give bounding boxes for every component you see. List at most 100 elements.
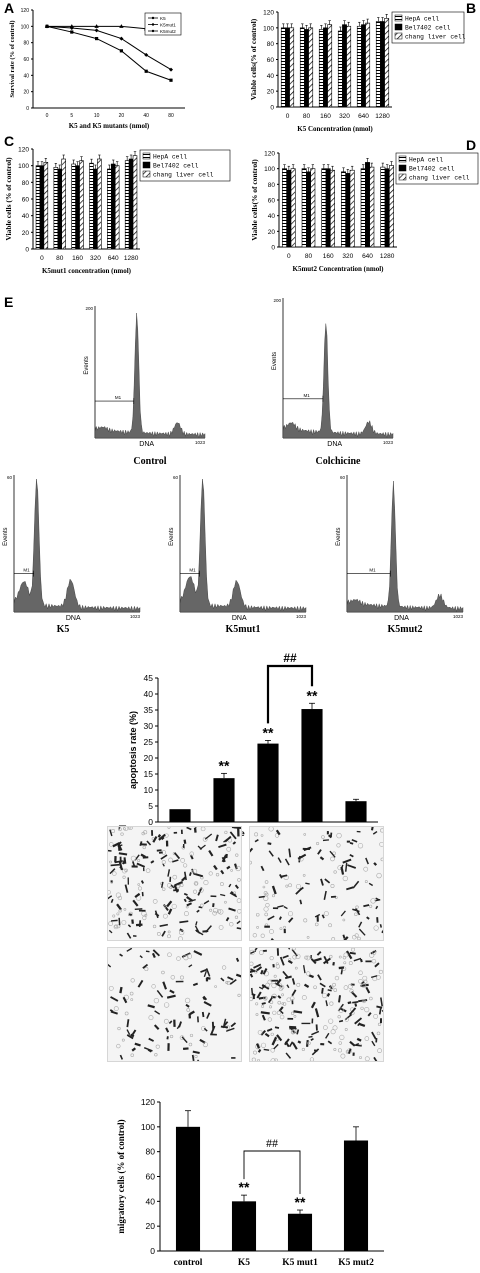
membrane-pore xyxy=(124,868,128,873)
migratory-cell xyxy=(274,982,283,988)
chart-a-point xyxy=(69,24,74,28)
chart-apoptosis-bar xyxy=(213,778,235,822)
migratory-cell xyxy=(105,895,113,901)
chart-b-viability-ylabel: Viable cells(% of control) xyxy=(249,18,258,100)
chart-b-viability-bar xyxy=(342,24,347,108)
migratory-cell xyxy=(250,968,255,972)
membrane-pore xyxy=(329,954,333,959)
membrane-pore xyxy=(113,924,119,930)
chart-b-viability-ytick-label: 20 xyxy=(267,89,275,96)
migratory-cell xyxy=(347,1001,352,1005)
membrane-pore xyxy=(330,883,335,888)
panel-label-d: D xyxy=(466,137,477,153)
migratory-cell xyxy=(279,1006,284,1011)
migratory-cell xyxy=(119,953,123,957)
membrane-pore xyxy=(170,975,175,980)
migratory-cell xyxy=(228,907,236,912)
membrane-pore xyxy=(144,913,148,917)
membrane-pore xyxy=(334,975,340,981)
membrane-pore xyxy=(292,954,297,960)
membrane-pore xyxy=(309,1057,315,1062)
migratory-cell xyxy=(226,865,231,870)
migratory-cell xyxy=(271,885,277,895)
membrane-pore xyxy=(262,885,266,889)
membrane-pore xyxy=(137,883,141,886)
membrane-pore xyxy=(124,1011,129,1016)
migratory-cell xyxy=(208,850,214,857)
membrane-pore xyxy=(249,949,255,955)
membrane-pore xyxy=(376,872,382,879)
membrane-pore xyxy=(186,953,193,959)
migratory-cell xyxy=(283,906,288,910)
migratory-cell xyxy=(323,955,329,964)
membrane-pore xyxy=(370,898,376,904)
chart-a-legend-marker xyxy=(151,23,155,26)
membrane-pore xyxy=(143,830,148,835)
membrane-pore xyxy=(296,982,301,987)
migratory-cell xyxy=(366,916,370,920)
migratory-cell xyxy=(148,1037,155,1042)
chart-c-viability-bar xyxy=(107,168,112,250)
migratory-cell xyxy=(117,844,123,848)
membrane-pore xyxy=(349,988,354,994)
membrane-pore xyxy=(122,868,127,874)
migratory-cell xyxy=(116,903,122,911)
membrane-pore xyxy=(337,1048,342,1053)
chart-c-viability-legend-label: Bel7402 cell xyxy=(153,163,199,170)
chart-b-viability-legend-label: chang liver cell xyxy=(405,34,466,41)
chart-d-viability-xtick-label: 1280 xyxy=(380,253,395,260)
membrane-pore xyxy=(212,910,217,916)
migratory-cell xyxy=(162,981,168,990)
migratory-cell xyxy=(220,977,225,982)
chart-migration-xtick-label: K5 xyxy=(238,1258,250,1268)
membrane-pore xyxy=(373,925,379,931)
membrane-pore xyxy=(116,1043,121,1049)
chart-b-viability-legend-box xyxy=(391,11,465,44)
membrane-pore xyxy=(302,874,306,877)
migratory-cell xyxy=(224,835,232,843)
migratory-cell xyxy=(147,1004,155,1009)
migratory-cell xyxy=(151,952,156,959)
membrane-pore xyxy=(117,1026,121,1031)
chart-migration-xtick-label: K5 mut2 xyxy=(338,1258,374,1268)
migratory-cell xyxy=(195,921,198,926)
membrane-pore xyxy=(148,1015,154,1021)
migratory-cell xyxy=(236,927,244,930)
chart-c-viability-xtick-label: 0 xyxy=(40,255,44,262)
chart-apoptosis-ytick-label: 45 xyxy=(144,673,154,683)
chart-d-viability-ytick-label: 40 xyxy=(268,213,276,220)
membrane-pore xyxy=(307,1041,311,1045)
migratory-cell xyxy=(296,1029,300,1035)
chart-a-legend-label: K5mut1 xyxy=(160,22,176,27)
membrane-pore xyxy=(268,826,274,832)
membrane-pore xyxy=(273,974,277,978)
migratory-cell xyxy=(199,844,206,850)
chart-c-viability-bar xyxy=(35,165,41,250)
migratory-cell xyxy=(277,995,282,999)
chart-apoptosis-ytick-label: 35 xyxy=(144,705,154,715)
chart-migration-ytick-label: 60 xyxy=(146,1172,156,1182)
migratory-cell xyxy=(152,949,160,957)
chart-d-viability-ytick-label: 20 xyxy=(268,229,276,236)
migratory-cell xyxy=(361,981,365,985)
chart-migration-ylabel: migratory cells (% of control) xyxy=(116,1119,126,1233)
chart-c-viability-ytick-label: 100 xyxy=(18,163,29,170)
histogram-k5mut2-distribution xyxy=(346,480,464,613)
chart-d-viability-ytick-label: 80 xyxy=(268,182,276,189)
membrane-pore xyxy=(153,998,160,1004)
membrane-pore xyxy=(230,869,233,872)
histogram-k5mut1-m1-label: M1 xyxy=(189,568,196,573)
membrane-pore xyxy=(260,1042,267,1048)
migratory-cell xyxy=(215,834,219,842)
migratory-cell xyxy=(358,1022,366,1028)
membrane-pore xyxy=(277,1000,282,1005)
chart-d-viability-bar xyxy=(290,168,296,248)
membrane-pore xyxy=(225,981,229,985)
membrane-pore xyxy=(357,843,364,849)
membrane-pore xyxy=(362,999,366,1004)
migratory-cell xyxy=(197,1059,201,1064)
migratory-cell xyxy=(248,847,254,853)
migratory-cell xyxy=(276,978,282,985)
migratory-cell xyxy=(165,1027,170,1033)
chart-a-legend-marker xyxy=(151,29,155,33)
